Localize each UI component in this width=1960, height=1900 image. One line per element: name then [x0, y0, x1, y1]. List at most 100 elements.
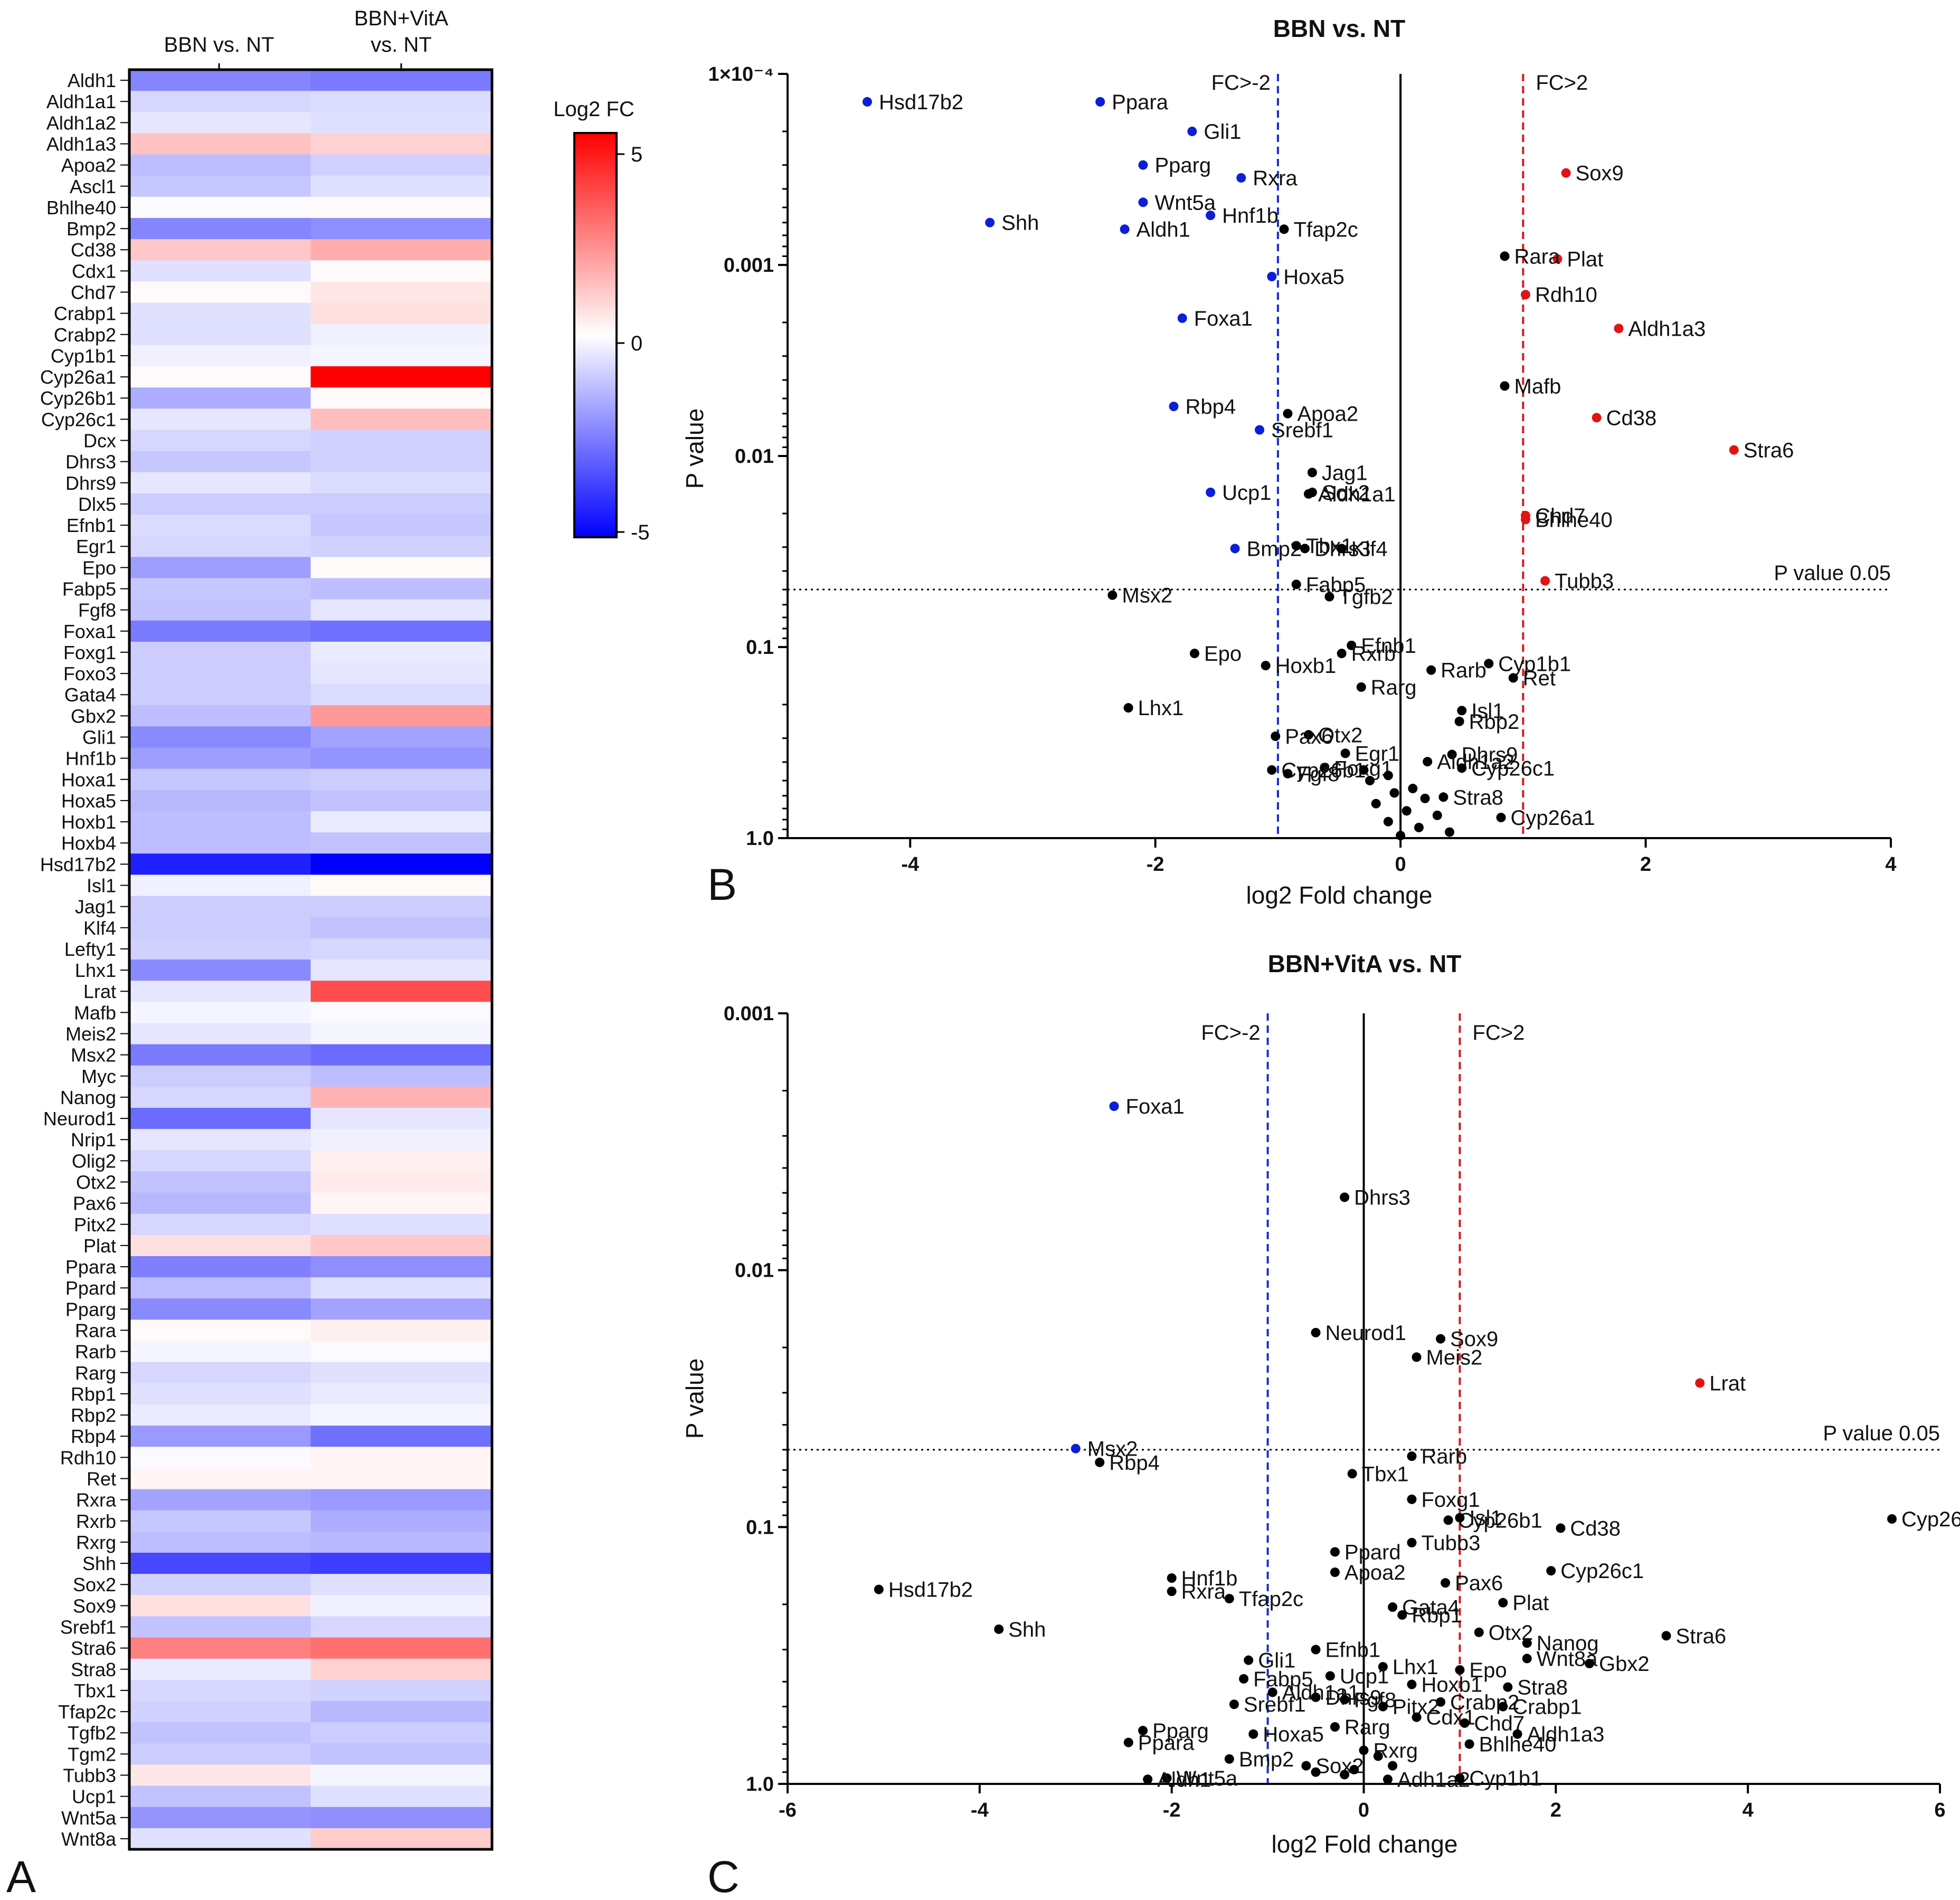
heatmap-row-label: Cyp26a1 [40, 366, 116, 388]
heatmap-cell [310, 1002, 493, 1024]
heatmap-row-label: Epo [82, 557, 116, 578]
data-point [1407, 1494, 1417, 1504]
point-label: Rbp2 [1469, 710, 1520, 734]
heatmap-cell [310, 472, 493, 494]
heatmap-row-label: Ppard [65, 1277, 116, 1299]
data-point [1138, 1725, 1148, 1735]
heatmap-row-label: Ret [87, 1468, 116, 1490]
data-point [1359, 1745, 1369, 1755]
heatmap-cell [310, 430, 493, 452]
heatmap-row-label: Stra8 [71, 1659, 116, 1680]
point-label: Foxa1 [1194, 307, 1253, 330]
point-label: Fgf8 [1354, 1688, 1396, 1712]
heatmap-row-label: Stra6 [71, 1638, 116, 1659]
data-point [1255, 425, 1265, 435]
x-tick-label: -2 [1163, 1799, 1181, 1821]
heatmap-row-label: Gli1 [82, 727, 116, 748]
point-label: Rarg [1344, 1716, 1390, 1739]
heatmap-row-label: Hnf1b [65, 748, 116, 770]
heatmap-cell [129, 1764, 311, 1787]
data-point [1167, 1573, 1177, 1583]
point-label: Tubb3 [1555, 569, 1614, 593]
point-label: Rarg [1371, 676, 1417, 699]
heatmap-cell [310, 70, 493, 91]
data-point [1408, 784, 1418, 794]
data-point [1359, 765, 1369, 775]
x-tick-label: 0 [1358, 1799, 1369, 1821]
heatmap-cell [310, 1023, 493, 1045]
data-point [1454, 716, 1464, 726]
heatmap-cell [129, 1256, 311, 1278]
data-point [1407, 1679, 1417, 1689]
point-label: Hoxa5 [1283, 265, 1344, 289]
heatmap-row-label: Apoa2 [61, 155, 116, 176]
point-label: Aldh1a3 [1527, 1723, 1605, 1746]
point-label: Bmp2 [1247, 537, 1302, 560]
point-label: Hsd17b2 [879, 91, 963, 114]
data-point [1552, 254, 1563, 264]
point-label: Rbp4 [1186, 395, 1236, 419]
data-point [1283, 408, 1293, 419]
plot-b-guides: FC>-2 FC>2 P value 0.05 [788, 71, 1891, 838]
point-label: Bhlhe40 [1535, 508, 1613, 531]
x-tick-label: 2 [1640, 853, 1651, 876]
point-label: Fabp5 [1253, 1668, 1313, 1691]
data-point [1347, 1469, 1357, 1479]
heatmap-cell [129, 302, 311, 325]
point-label: Cyp1b1 [1498, 652, 1571, 676]
heatmap-cell [129, 175, 311, 197]
data-point [1373, 1751, 1383, 1761]
data-point [1162, 1773, 1172, 1783]
point-label: Epo [1469, 1659, 1507, 1682]
data-point [1138, 197, 1148, 207]
data-point [1311, 1327, 1321, 1337]
y-tick-label: 1.0 [746, 828, 774, 850]
heatmap-row-label: Tgm2 [68, 1743, 116, 1765]
data-point [1520, 515, 1530, 525]
colorbar [573, 132, 618, 538]
heatmap-cell [310, 1213, 493, 1236]
heatmap-cell [310, 1828, 493, 1850]
data-point [1291, 580, 1301, 590]
heatmap-cell [310, 1447, 493, 1469]
point-label: Hnf1b [1181, 1567, 1238, 1590]
heatmap-cell [310, 112, 493, 134]
colorbar-tick-label-mid: 0 [631, 332, 642, 355]
heatmap-cell [310, 768, 493, 791]
data-point [1337, 649, 1347, 659]
heatmap-cell [310, 620, 493, 642]
heatmap-cell [129, 1743, 311, 1765]
point-label: Aldh1a3 [1628, 317, 1706, 340]
heatmap-cell [129, 1701, 311, 1723]
heatmap-cell [129, 705, 311, 727]
data-point [1340, 1770, 1350, 1780]
data-point [1303, 489, 1313, 499]
heatmap-cell [310, 515, 493, 536]
heatmap-row-label: Klf4 [83, 917, 116, 939]
heatmap-cells [129, 70, 493, 1850]
heatmap-cell [129, 1023, 311, 1045]
data-point [1436, 1334, 1446, 1344]
data-point [1407, 1451, 1417, 1461]
heatmap-row-label: Hoxb4 [61, 832, 116, 854]
point-label: Aldh1a1 [1318, 483, 1396, 506]
point-label: Cyp26b1 [1281, 759, 1366, 782]
heatmap-row-label: Dhrs3 [65, 451, 116, 473]
point-label: Wnt5a [1177, 1767, 1238, 1790]
heatmap-row-label: Tubb3 [63, 1765, 116, 1787]
heatmap-cell [310, 1679, 493, 1702]
point-label: Aldh1 [1137, 218, 1190, 241]
data-point [1455, 1665, 1465, 1675]
heatmap-cell [310, 557, 493, 579]
heatmap-cell [129, 1171, 311, 1193]
data-point [1340, 1192, 1350, 1202]
heatmap-cell [129, 1616, 311, 1638]
point-label: Dhrs9 [1325, 1686, 1382, 1709]
data-point [1383, 1774, 1393, 1784]
heatmap-cell [129, 1298, 311, 1320]
point-label: Dhrs3 [1354, 1186, 1410, 1209]
heatmap-row-label: Tfap2c [58, 1701, 116, 1723]
data-point [1436, 1697, 1446, 1707]
